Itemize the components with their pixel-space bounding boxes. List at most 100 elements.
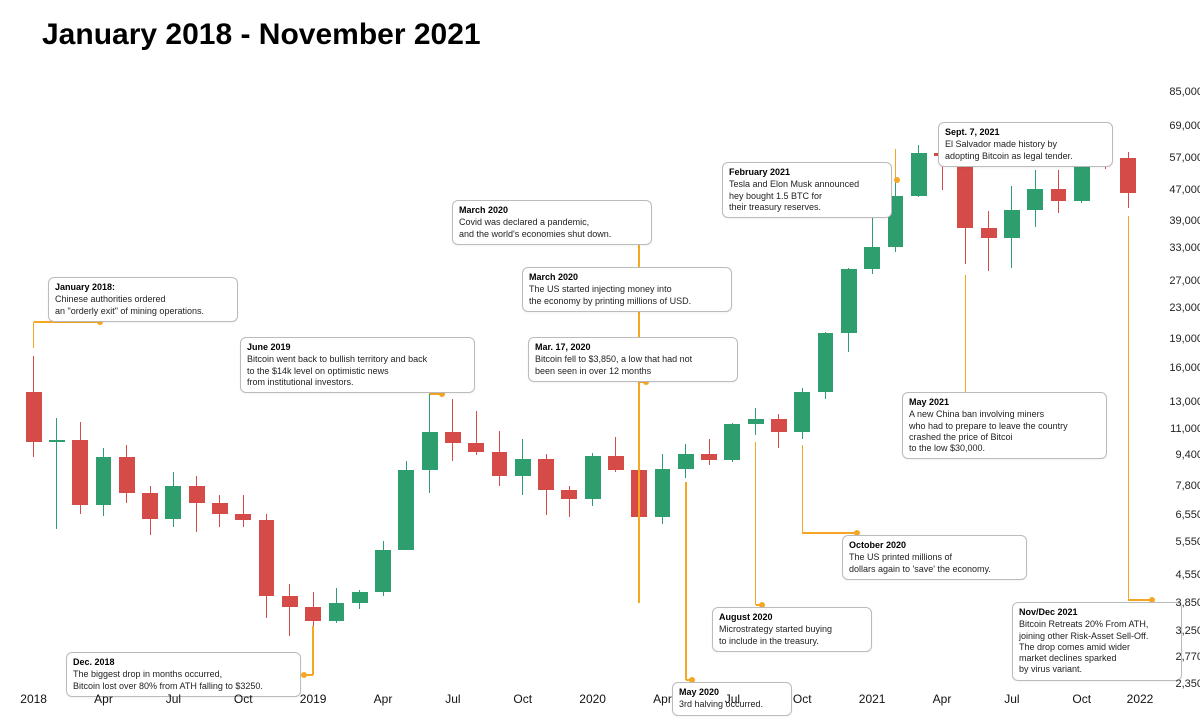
callout-title: Sept. 7, 2021: [945, 127, 1106, 138]
y-axis-tick: 23,000: [1169, 302, 1200, 314]
candle-body: [911, 153, 927, 196]
callout-box: Sept. 7, 2021El Salvador made history by…: [938, 122, 1113, 167]
x-axis-tick: 2021: [859, 692, 886, 706]
leader-dot: [301, 672, 307, 678]
callout-title: May 2021: [909, 397, 1100, 408]
leader-line: [755, 442, 757, 605]
x-axis-tick: Oct: [1072, 692, 1091, 706]
candle-body: [352, 592, 368, 602]
y-axis-tick: 4,550: [1175, 569, 1200, 581]
callout-body: The biggest drop in months occurred,Bitc…: [73, 669, 263, 690]
candle-body: [235, 514, 251, 520]
x-axis-tick: Apr: [653, 692, 672, 706]
candle-body: [1051, 189, 1067, 201]
y-axis-tick: 5,550: [1175, 536, 1200, 548]
callout-box: August 2020Microstrategy started buyingt…: [712, 607, 872, 652]
x-axis-tick: Jul: [725, 692, 740, 706]
candle-body: [1120, 158, 1136, 193]
candle-body: [841, 269, 857, 333]
callout-box: Mar. 17, 2020Bitcoin fell to $3,850, a l…: [528, 337, 738, 382]
candle-body: [119, 457, 135, 492]
leader-line: [1128, 216, 1130, 600]
candle-body: [212, 503, 228, 514]
candle-wick: [56, 418, 57, 530]
candle-body: [818, 333, 834, 392]
callout-title: February 2021: [729, 167, 885, 178]
candle-body: [375, 550, 391, 592]
y-axis-tick: 85,000: [1169, 86, 1200, 98]
candle-body: [724, 424, 740, 460]
candle-body: [585, 456, 601, 499]
callout-box: March 2020Covid was declared a pandemic,…: [452, 200, 652, 245]
callout-title: October 2020: [849, 540, 1020, 551]
callout-body: Bitcoin went back to bullish territory a…: [247, 354, 427, 387]
candle-body: [282, 596, 298, 607]
candle-wick: [196, 476, 197, 532]
leader-dot: [894, 177, 900, 183]
callout-body: Bitcoin Retreats 20% From ATH,joining ot…: [1019, 619, 1148, 674]
candle-wick: [243, 495, 244, 527]
x-axis-tick: Jul: [1004, 692, 1019, 706]
candle-body: [864, 247, 880, 269]
candle-body: [701, 454, 717, 459]
y-axis-tick: 7,800: [1175, 480, 1200, 492]
candle-body: [771, 419, 787, 432]
candle-wick: [988, 211, 989, 270]
x-axis-tick: Apr: [933, 692, 952, 706]
candle-body: [608, 456, 624, 470]
candle-body: [422, 432, 438, 470]
leader-line: [312, 626, 314, 675]
candle-body: [96, 457, 112, 505]
callout-title: March 2020: [459, 205, 645, 216]
candle-body: [445, 432, 461, 443]
y-axis-tick: 57,000: [1169, 152, 1200, 164]
y-axis-tick: 9,400: [1175, 449, 1200, 461]
y-axis-tick: 47,000: [1169, 184, 1200, 196]
callout-box: May 2021A new China ban involving miners…: [902, 392, 1107, 459]
candle-body: [329, 603, 345, 621]
callout-body: The US started injecting money intothe e…: [529, 284, 691, 305]
callout-box: February 2021Tesla and Elon Musk announc…: [722, 162, 892, 218]
candle-body: [538, 459, 554, 491]
y-axis-tick: 16,000: [1169, 362, 1200, 374]
x-axis-tick: 2018: [20, 692, 47, 706]
callout-title: Mar. 17, 2020: [535, 342, 731, 353]
x-axis-tick: 2022: [1127, 692, 1154, 706]
callout-title: August 2020: [719, 612, 865, 623]
callout-body: 3rd halving occurred.: [679, 699, 763, 709]
candle-body: [492, 452, 508, 476]
callout-body: A new China ban involving minerswho had …: [909, 409, 1068, 453]
x-axis-tick: Apr: [374, 692, 393, 706]
candle-wick: [289, 584, 290, 635]
candle-body: [748, 419, 764, 424]
y-axis-tick: 11,000: [1170, 423, 1200, 435]
y-axis-tick: 33,000: [1169, 242, 1200, 254]
candle-body: [655, 469, 671, 517]
candle-wick: [452, 399, 453, 460]
callout-box: March 2020The US started injecting money…: [522, 267, 732, 312]
candle-body: [398, 470, 414, 550]
callout-box: June 2019Bitcoin went back to bullish te…: [240, 337, 475, 393]
y-axis-tick: 27,000: [1169, 275, 1200, 287]
leader-line: [895, 149, 897, 180]
leader-line: [802, 445, 804, 533]
x-axis-tick: Oct: [513, 692, 532, 706]
x-axis-tick: Oct: [234, 692, 253, 706]
x-axis-tick: Oct: [793, 692, 812, 706]
y-axis-tick: 69,000: [1169, 120, 1200, 132]
y-axis-tick: 3,850: [1175, 597, 1200, 609]
candle-body: [794, 392, 810, 432]
candle-body: [468, 443, 484, 451]
callout-body: El Salvador made history byadopting Bitc…: [945, 139, 1073, 160]
x-axis-tick: 2019: [300, 692, 327, 706]
callout-title: January 2018:: [55, 282, 231, 293]
callout-body: Chinese authorities orderedan "orderly e…: [55, 294, 204, 315]
candle-body: [259, 520, 275, 596]
x-axis-tick: 2020: [579, 692, 606, 706]
y-axis-tick: 6,550: [1175, 509, 1200, 521]
leader-line: [802, 532, 857, 534]
leader-line: [685, 482, 687, 680]
callout-body: Microstrategy started buyingto include i…: [719, 624, 832, 645]
candle-body: [515, 459, 531, 476]
candle-body: [1027, 189, 1043, 209]
